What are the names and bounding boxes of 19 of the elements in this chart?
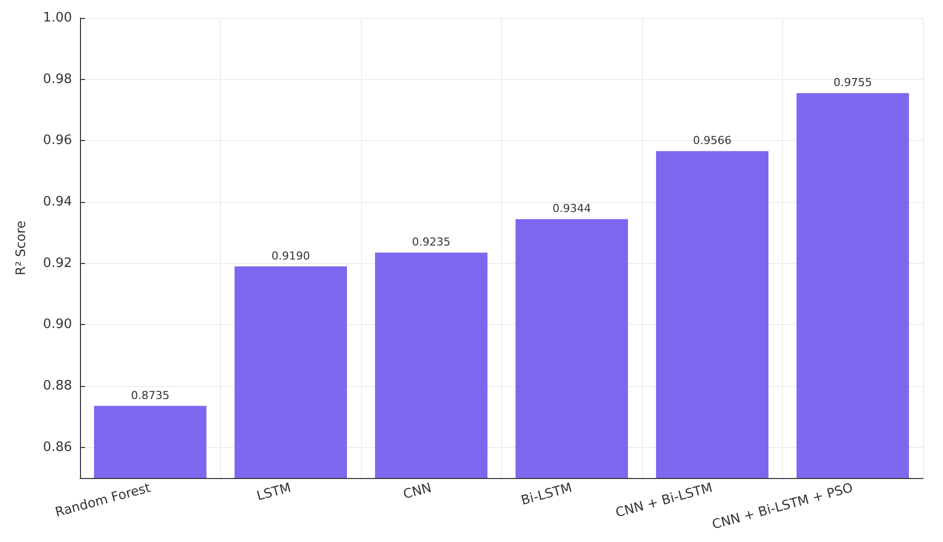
y-tick-label: 1.00 [43, 10, 72, 26]
data-label: 0.9235 [412, 236, 450, 249]
data-label: 0.9566 [693, 134, 732, 148]
x-tick-label: Bi-LSTM [520, 480, 574, 509]
x-tick-label: CNN [402, 480, 434, 503]
data-label: 0.8735 [131, 388, 170, 402]
y-tick-label: 0.92 [43, 256, 72, 271]
data-label: 0.9190 [272, 249, 310, 262]
data-label: 0.9344 [552, 202, 591, 216]
data-label: 0.9755 [834, 76, 872, 90]
y-axis-title: R² Score [14, 220, 29, 276]
y-tick-label: 0.96 [43, 133, 72, 148]
y-tick-label: 0.86 [43, 440, 72, 455]
y-tick-label: 0.90 [43, 317, 72, 332]
y-tick-label: 0.98 [43, 72, 72, 87]
x-tick-label: LSTM [255, 480, 293, 504]
y-tick-label: 0.88 [43, 378, 72, 394]
x-tick-label: Random Forest [54, 480, 152, 521]
y-tick-label: 0.94 [43, 194, 72, 210]
